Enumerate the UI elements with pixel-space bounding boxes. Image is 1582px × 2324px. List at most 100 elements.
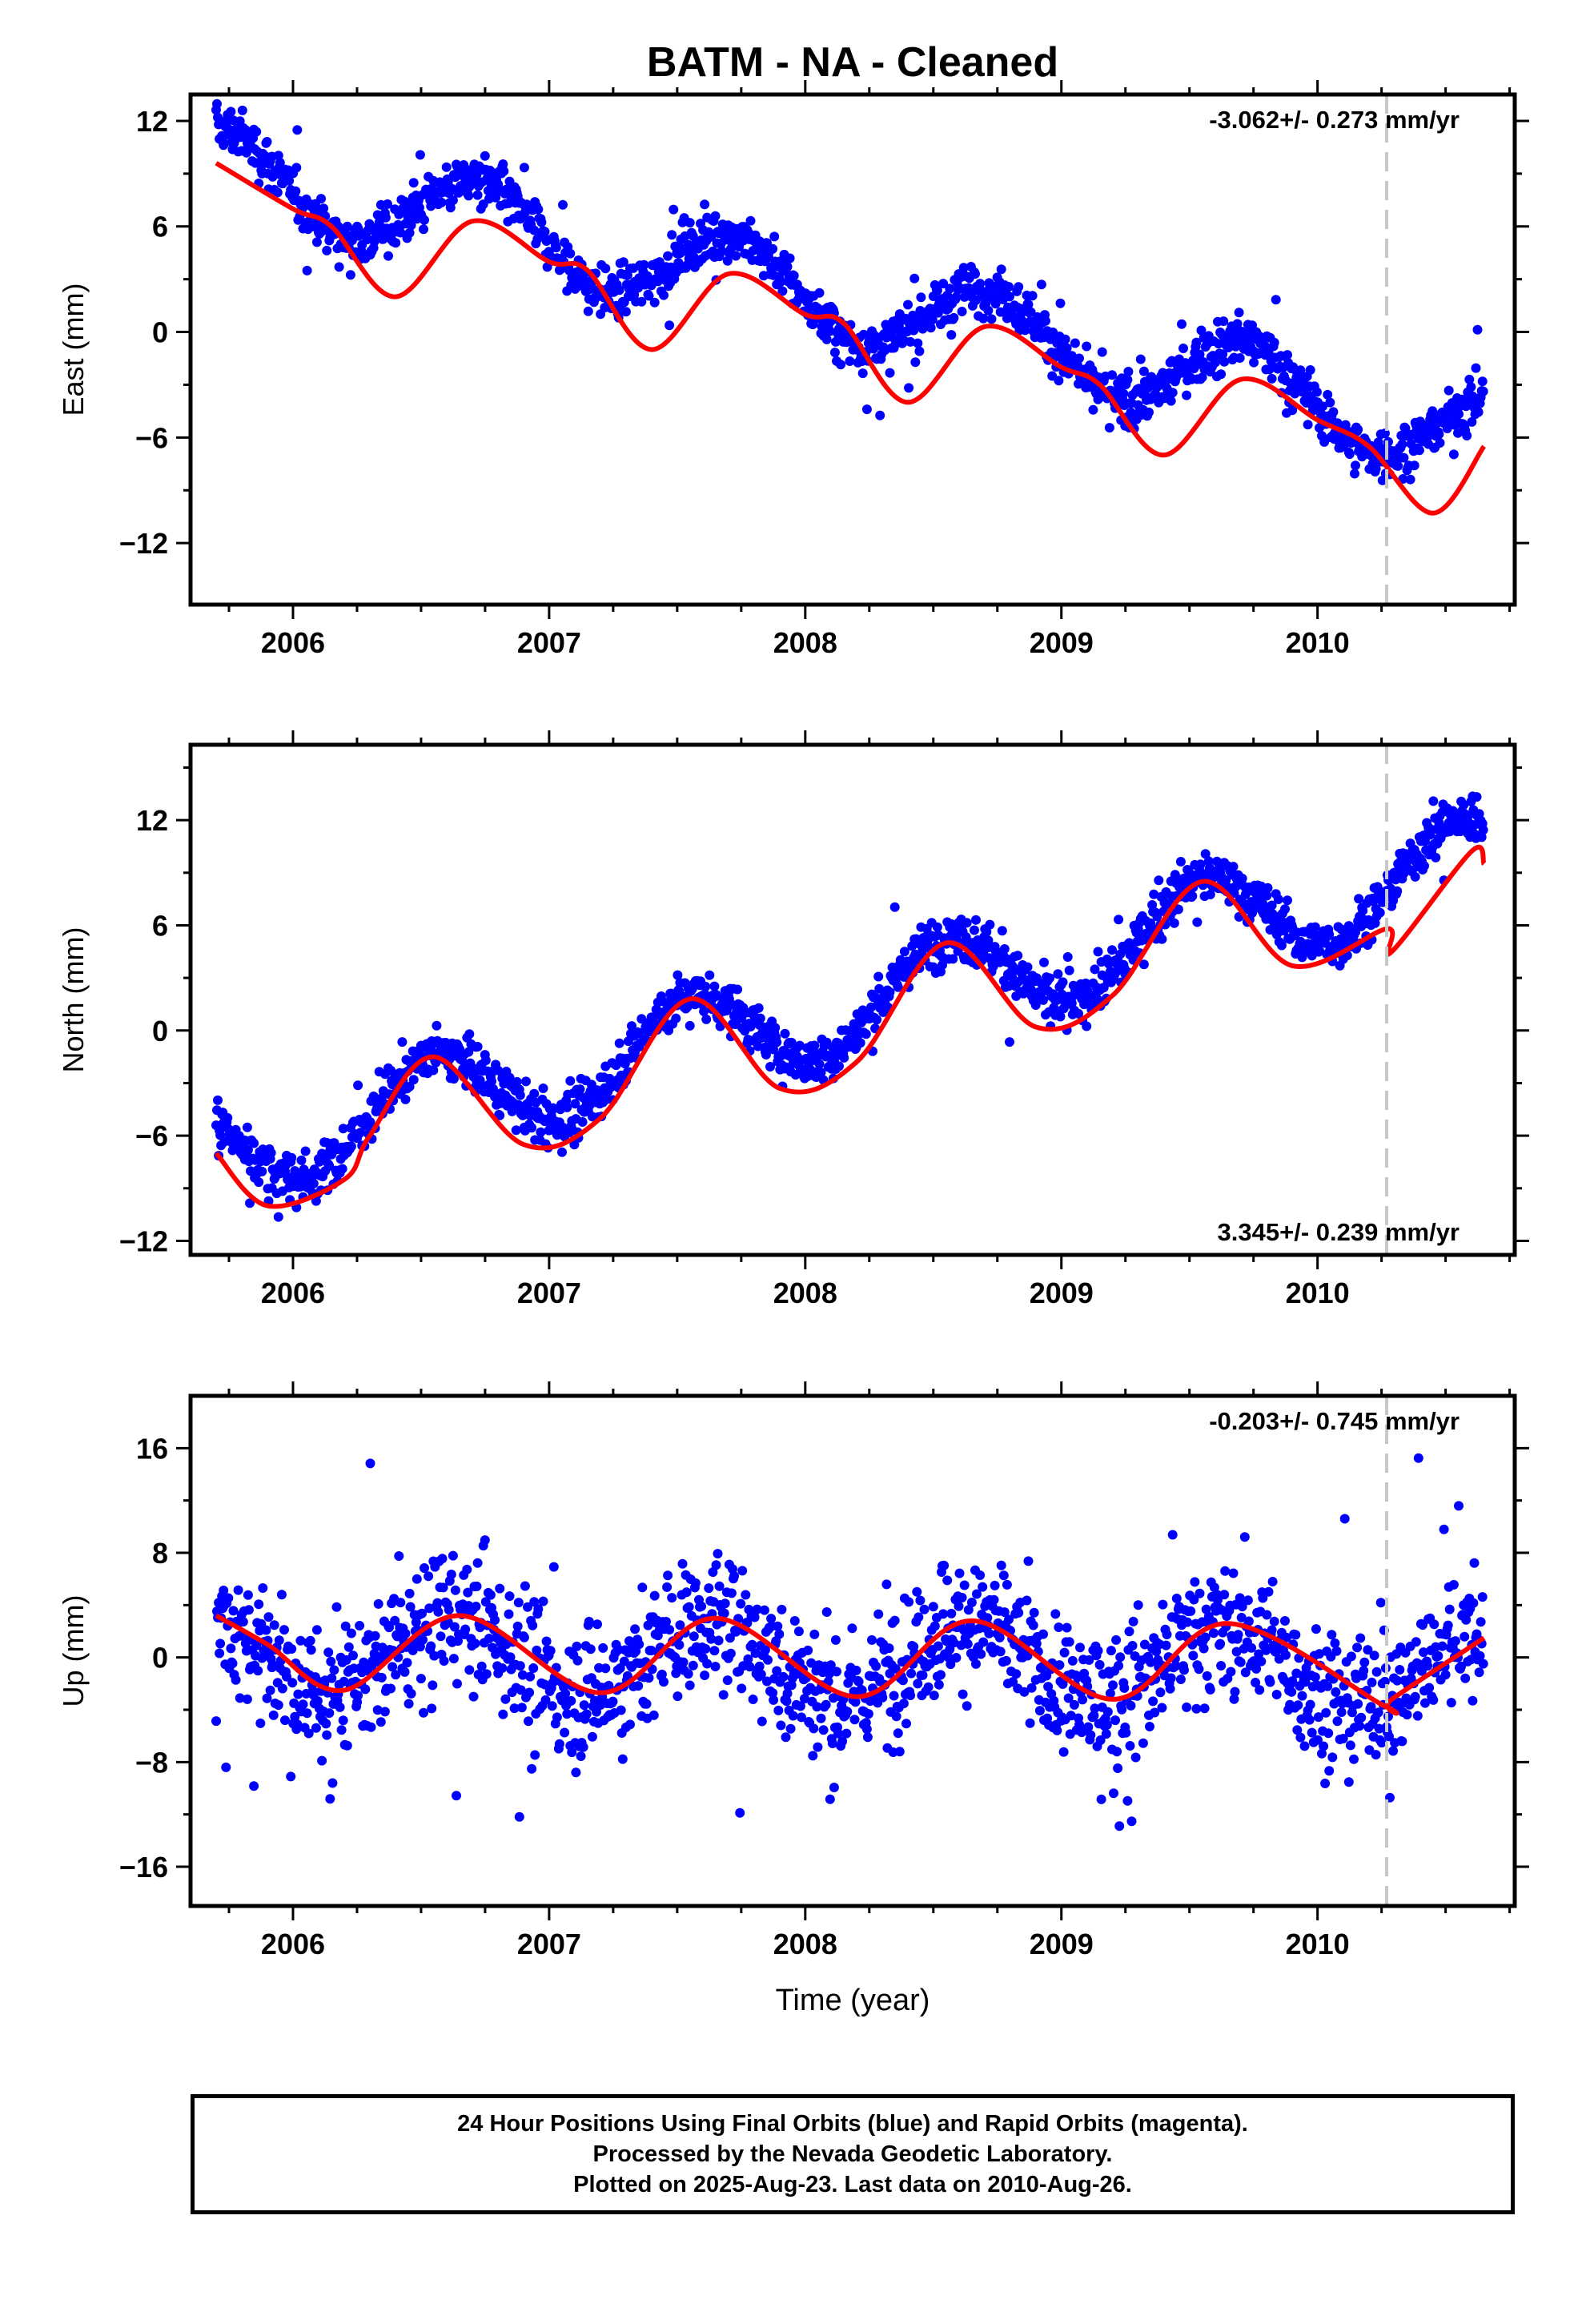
data-point xyxy=(1028,1620,1038,1630)
data-point xyxy=(1354,894,1364,904)
data-point xyxy=(376,1672,387,1683)
data-point xyxy=(720,1598,730,1609)
data-point xyxy=(1366,1702,1376,1712)
data-point xyxy=(404,1081,415,1092)
data-point xyxy=(450,172,460,183)
data-point xyxy=(1197,372,1207,383)
data-point xyxy=(914,346,925,356)
data-point xyxy=(488,1084,498,1094)
data-point xyxy=(1146,1657,1156,1667)
data-point xyxy=(245,1198,255,1208)
data-point xyxy=(637,1582,648,1593)
data-point xyxy=(290,1711,300,1722)
data-point xyxy=(780,1028,790,1039)
data-point xyxy=(471,1602,481,1611)
data-point xyxy=(702,1659,713,1669)
data-point xyxy=(300,1146,311,1156)
data-point xyxy=(1200,1632,1211,1642)
data-point xyxy=(515,1090,525,1100)
data-point xyxy=(386,1683,396,1694)
data-point xyxy=(917,1670,928,1680)
data-point xyxy=(616,1705,626,1715)
data-point xyxy=(1317,1748,1327,1759)
data-point xyxy=(1477,376,1488,387)
data-point xyxy=(1267,1577,1278,1586)
data-point xyxy=(342,1740,352,1751)
data-point xyxy=(1058,1679,1068,1689)
data-point xyxy=(913,1679,923,1689)
data-point xyxy=(1196,325,1207,336)
data-point xyxy=(665,1625,675,1634)
data-point xyxy=(737,1683,747,1694)
data-point xyxy=(933,1641,943,1651)
panel-frame xyxy=(188,742,1517,1257)
data-point xyxy=(913,1612,924,1622)
data-point xyxy=(683,1669,693,1679)
data-point xyxy=(1058,1747,1069,1757)
data-point xyxy=(571,1767,581,1778)
data-point xyxy=(396,1598,406,1608)
data-point xyxy=(732,1625,742,1635)
data-point xyxy=(1291,1630,1301,1640)
data-point xyxy=(1105,1688,1115,1699)
data-point xyxy=(1173,904,1183,915)
data-point xyxy=(970,269,980,279)
data-point xyxy=(512,1076,522,1087)
x-tick-label: 2007 xyxy=(517,1277,581,1309)
data-point xyxy=(273,1700,283,1711)
data-point xyxy=(1158,1599,1168,1610)
data-point xyxy=(1355,1721,1365,1731)
data-point xyxy=(587,1731,597,1742)
data-point xyxy=(1239,1532,1250,1542)
data-point xyxy=(429,1651,440,1661)
data-point xyxy=(893,1728,903,1739)
data-point xyxy=(1114,1661,1124,1671)
y-tick-label: 0 xyxy=(152,1642,168,1675)
data-point xyxy=(1399,452,1409,463)
data-point xyxy=(262,137,272,147)
data-point xyxy=(821,1607,832,1617)
data-point xyxy=(274,1635,284,1646)
data-point xyxy=(292,1719,303,1729)
data-point xyxy=(769,231,780,242)
data-point xyxy=(745,215,756,226)
data-point xyxy=(579,1700,589,1711)
data-point xyxy=(215,1648,225,1659)
data-point xyxy=(885,987,895,997)
data-point xyxy=(1216,369,1227,380)
data-point xyxy=(782,1688,793,1699)
data-point xyxy=(577,1117,588,1127)
data-point xyxy=(238,1617,248,1627)
data-point xyxy=(711,1560,721,1570)
data-point xyxy=(736,1598,746,1609)
data-point xyxy=(770,1023,781,1033)
data-point xyxy=(343,1642,354,1652)
data-point xyxy=(524,1716,533,1727)
data-point xyxy=(814,287,825,298)
data-point xyxy=(850,1697,861,1707)
data-point xyxy=(439,1656,449,1666)
x-tick-label: 2009 xyxy=(1030,626,1094,659)
data-point xyxy=(528,1663,539,1673)
data-point xyxy=(1034,1706,1045,1716)
data-point xyxy=(1169,918,1179,928)
data-point xyxy=(861,1029,871,1039)
data-point xyxy=(1029,1607,1039,1618)
data-point xyxy=(970,925,979,935)
data-point xyxy=(871,1661,881,1671)
data-point xyxy=(572,1655,583,1666)
data-point xyxy=(306,1645,316,1655)
y-axis-label: North (mm) xyxy=(57,927,90,1073)
data-point xyxy=(1070,338,1080,348)
data-point xyxy=(530,1750,540,1760)
data-point xyxy=(215,1638,226,1649)
data-point xyxy=(996,1560,1006,1570)
data-point xyxy=(504,1072,515,1083)
data-point xyxy=(851,1665,861,1675)
data-point xyxy=(1281,1650,1291,1660)
data-point xyxy=(1420,1698,1430,1708)
data-point xyxy=(894,1747,905,1757)
x-tick-label: 2007 xyxy=(517,1928,581,1960)
data-point xyxy=(400,1628,411,1638)
data-point xyxy=(701,981,711,991)
